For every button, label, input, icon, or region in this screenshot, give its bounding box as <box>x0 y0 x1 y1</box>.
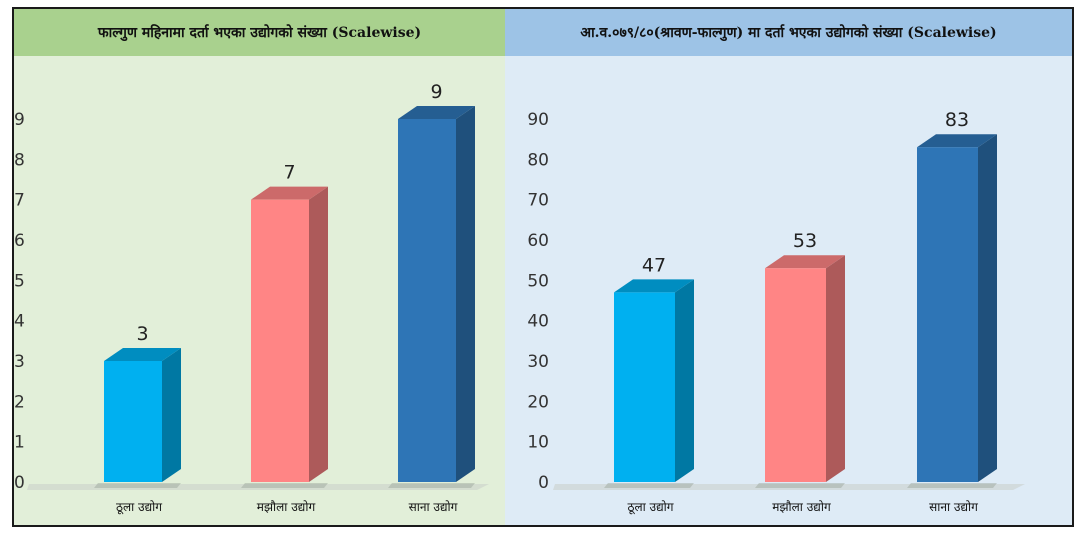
left-bar-top <box>398 106 475 119</box>
left-category-label: मझौला उद्योग <box>257 500 316 514</box>
left-bar <box>388 106 475 488</box>
left-y-tick-label: 5 <box>14 271 25 291</box>
left-y-tick-label: 9 <box>14 110 25 130</box>
left-bar-shadow <box>388 483 475 488</box>
right-y-tick-label: 70 <box>527 191 549 211</box>
left-bar <box>241 186 328 488</box>
left-chart-plot: 0 1 2 3 4 5 6 7 8 9 3 ठूला उद्योग 7 मझौला उद्योग 9 साना… <box>14 81 489 515</box>
right-chart-floor <box>553 484 1025 490</box>
left-bar-shadow <box>94 483 181 488</box>
right-bar-side <box>978 134 997 482</box>
right-chart-plot: 0 10 20 30 40 50 60 70 80 90 47 ठूला उद्योग 53 मझौला … <box>527 109 1025 515</box>
left-y-tick-label: 1 <box>14 433 25 453</box>
left-y-tick-label: 3 <box>14 352 25 372</box>
left-chart-title: फाल्गुण महिनामा दर्ता भएका उद्योगको संख्… <box>14 9 505 56</box>
left-y-tick-label: 2 <box>14 392 25 412</box>
left-bar-side <box>162 348 181 482</box>
right-y-tick-label: 10 <box>527 433 549 453</box>
right-data-label: 53 <box>793 230 817 252</box>
right-data-label: 47 <box>642 254 666 276</box>
left-bar-top <box>251 186 328 200</box>
right-y-tick-label: 50 <box>527 271 549 291</box>
right-y-tick-label: 80 <box>527 150 549 170</box>
left-y-tick-label: 0 <box>14 473 25 493</box>
right-bar-front <box>614 292 675 482</box>
right-y-tick-label: 60 <box>527 231 549 251</box>
right-y-tick-label: 0 <box>538 473 549 493</box>
right-bar-top <box>917 134 997 148</box>
left-bar-front <box>104 361 162 482</box>
right-bar-side <box>675 279 694 482</box>
right-bar-side <box>826 255 845 482</box>
left-y-tick-label: 4 <box>14 312 25 332</box>
right-data-label: 83 <box>945 109 969 131</box>
right-category-label: मझौला उद्योग <box>772 500 831 514</box>
left-bar-front <box>398 119 456 482</box>
right-bar-top <box>765 255 845 269</box>
left-bar <box>94 348 181 488</box>
right-category-label: साना उद्योग <box>929 500 978 514</box>
right-y-tick-label: 20 <box>527 392 549 412</box>
right-y-tick-label: 30 <box>527 352 549 372</box>
left-y-tick-label: 6 <box>14 231 25 251</box>
right-chart-title: आ.व.०७९/८०(श्रावण-फाल्गुण) मा दर्ता भएका… <box>505 9 1072 56</box>
left-data-label: 9 <box>430 81 442 103</box>
right-bar <box>907 134 997 488</box>
right-bar <box>755 255 845 488</box>
left-data-label: 3 <box>136 323 148 345</box>
left-y-tick-label: 8 <box>14 150 25 170</box>
right-chart-panel: आ.व.०७९/८०(श्रावण-फाल्गुण) मा दर्ता भएका… <box>505 9 1072 525</box>
right-bar-shadow <box>604 483 694 488</box>
right-bar-shadow <box>907 483 997 488</box>
right-bar <box>604 279 694 488</box>
right-y-tick-label: 90 <box>527 110 549 130</box>
right-bar-shadow <box>755 483 845 488</box>
right-bar-front <box>917 147 978 482</box>
left-category-label: साना उद्योग <box>409 500 458 514</box>
left-bar-side <box>309 186 328 482</box>
right-bar-front <box>765 268 826 482</box>
left-chart-panel: फाल्गुण महिनामा दर्ता भएका उद्योगको संख्… <box>14 9 505 525</box>
left-bar-top <box>104 348 181 361</box>
left-category-label: ठूला उद्योग <box>116 500 162 515</box>
left-bar-side <box>456 106 475 482</box>
right-category-label: ठूला उद्योग <box>627 500 673 515</box>
chart-frame: फाल्गुण महिनामा दर्ता भएका उद्योगको संख्… <box>12 7 1074 527</box>
left-y-tick-label: 7 <box>14 191 25 211</box>
right-y-tick-label: 40 <box>527 312 549 332</box>
left-bar-shadow <box>241 483 328 488</box>
left-bar-front <box>251 199 309 482</box>
left-chart-floor <box>27 484 489 490</box>
left-data-label: 7 <box>283 162 295 184</box>
right-bar-top <box>614 279 694 293</box>
